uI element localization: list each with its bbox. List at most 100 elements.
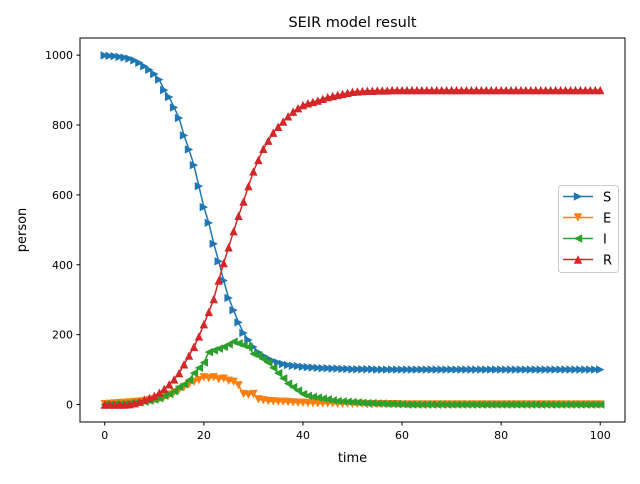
data-point-E — [194, 375, 204, 385]
data-point-S — [199, 202, 209, 212]
data-point-E — [234, 381, 243, 390]
x-axis-label: time — [338, 451, 367, 466]
chart-title: SEIR model result — [288, 15, 416, 31]
legend-entry-S: S — [563, 191, 611, 206]
data-point-I — [318, 394, 327, 403]
x-tick-label: 20 — [197, 429, 211, 442]
data-point-S — [120, 53, 129, 62]
data-point-E — [229, 377, 238, 387]
data-point-I — [353, 398, 362, 407]
data-point-R — [288, 107, 298, 116]
data-point-S — [412, 365, 422, 374]
y-tick-label: 800 — [52, 119, 73, 132]
data-point-S — [125, 54, 134, 63]
plot-area — [100, 51, 605, 409]
data-point-I — [531, 400, 541, 409]
legend-label: E — [603, 212, 611, 227]
data-point-S — [596, 365, 605, 374]
data-point-S — [303, 362, 313, 372]
data-point-I — [447, 400, 456, 409]
data-point-S — [387, 365, 397, 374]
data-point-S — [432, 365, 441, 374]
data-point-S — [422, 365, 432, 374]
data-point-I — [432, 400, 441, 409]
data-point-R — [184, 351, 194, 360]
data-point-S — [477, 365, 486, 374]
y-tick-label: 400 — [52, 259, 73, 272]
data-point-I — [412, 400, 422, 409]
x-tick-label: 0 — [101, 429, 108, 442]
data-point-S — [526, 365, 536, 374]
data-point-S — [308, 363, 318, 372]
data-point-S — [472, 365, 481, 374]
data-point-S — [506, 365, 516, 374]
data-point-S — [378, 365, 387, 374]
data-point-R — [259, 144, 268, 153]
data-point-S — [368, 365, 377, 374]
data-point-R — [174, 368, 184, 378]
data-point-R — [229, 227, 238, 236]
y-tick-label: 0 — [66, 399, 73, 412]
data-point-S — [110, 51, 119, 61]
y-axis: 0 200 400 600 800 1000 — [45, 49, 80, 412]
data-point-I — [516, 400, 526, 409]
data-point-S — [452, 365, 461, 374]
data-point-S — [229, 305, 238, 315]
data-point-I — [244, 342, 253, 352]
data-point-I — [467, 400, 476, 409]
data-point-R — [219, 258, 228, 268]
data-point-I — [472, 400, 481, 409]
y-tick-label: 600 — [52, 189, 73, 202]
data-point-S — [278, 359, 288, 369]
data-point-S — [457, 365, 466, 374]
data-point-I — [561, 400, 570, 409]
data-point-R — [596, 85, 605, 95]
data-point-S — [194, 181, 204, 191]
y-tick-label: 200 — [52, 329, 73, 342]
data-point-S — [145, 65, 154, 74]
data-point-I — [378, 399, 387, 408]
data-point-R — [278, 117, 288, 126]
data-point-S — [204, 218, 214, 228]
data-point-I — [402, 400, 412, 409]
data-point-I — [269, 363, 278, 373]
data-point-S — [373, 365, 382, 374]
data-point-E — [214, 375, 223, 384]
data-point-S — [313, 363, 323, 373]
data-point-S — [442, 365, 451, 374]
data-point-S — [541, 365, 550, 374]
legend-label: R — [603, 254, 612, 269]
data-point-I — [259, 354, 268, 364]
data-point-S — [501, 365, 511, 374]
data-point-R — [224, 243, 233, 252]
data-point-I — [491, 400, 501, 409]
data-point-R — [249, 167, 258, 176]
legend-label: S — [603, 191, 611, 206]
data-point-S — [363, 365, 372, 374]
data-point-S — [115, 52, 124, 62]
data-point-S — [487, 365, 496, 374]
data-point-S — [224, 293, 233, 303]
data-point-S — [135, 58, 144, 68]
data-point-S — [491, 365, 501, 374]
data-point-S — [298, 362, 308, 371]
data-point-S — [338, 364, 347, 374]
data-point-S — [209, 239, 218, 249]
legend-marker — [573, 234, 583, 243]
data-point-S — [140, 62, 149, 71]
data-point-I — [392, 399, 402, 409]
data-point-S — [536, 365, 545, 374]
x-axis: 0 20 40 60 80 100 — [101, 422, 611, 442]
data-point-I — [541, 400, 550, 409]
data-point-I — [224, 340, 233, 349]
data-point-I — [442, 400, 451, 409]
data-point-S — [323, 363, 332, 373]
data-point-I — [536, 400, 545, 409]
data-point-I — [482, 400, 491, 409]
data-point-I — [293, 386, 303, 395]
data-point-R — [269, 128, 278, 137]
data-point-R — [150, 391, 159, 400]
data-point-S — [214, 257, 223, 266]
data-point-S — [105, 51, 114, 61]
data-point-S — [556, 365, 565, 374]
